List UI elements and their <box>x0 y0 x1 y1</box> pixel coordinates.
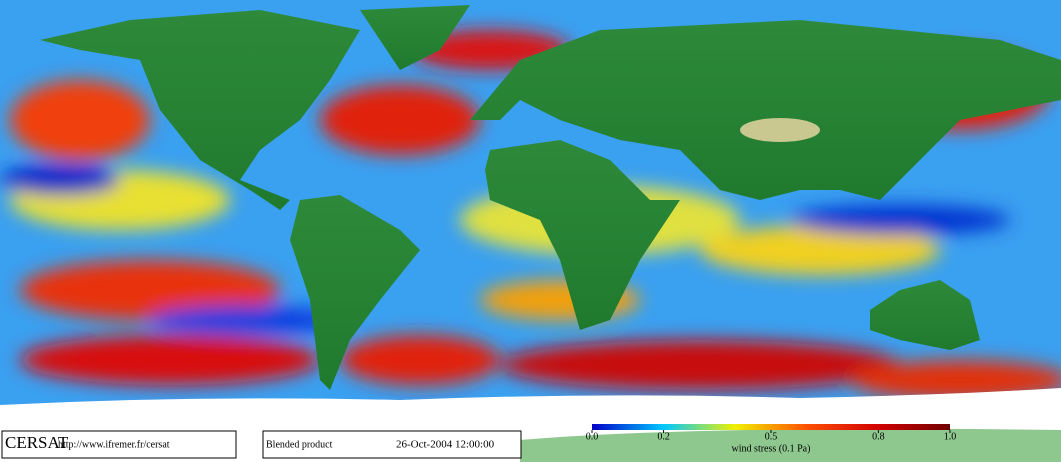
colorbar-tick-label: 0.2 <box>657 431 670 442</box>
colorbar-tick-label: 0.5 <box>765 431 778 442</box>
colorbar-tick-label: 0.8 <box>872 431 885 442</box>
colorbar-tick-label: 0.0 <box>586 431 599 442</box>
plateau <box>740 118 820 142</box>
colorbar-tick-label: 1.0 <box>944 431 957 442</box>
url: http://www.ifremer.fr/cersat <box>58 439 170 450</box>
ice-edge <box>520 428 1061 462</box>
info-box <box>262 430 522 459</box>
colorbar-ticks: 0.0 0.2 0.5 0.8 1.0 <box>586 430 957 442</box>
date: 26-Oct-2004 12:00:00 <box>396 439 495 451</box>
land <box>40 5 1061 390</box>
colorbar <box>592 424 950 430</box>
logo: CERSAT <box>5 433 69 452</box>
product: Blended product <box>266 439 333 450</box>
colorbar-label: wind stress (0.1 Pa) <box>732 443 811 454</box>
logo-box <box>1 430 237 459</box>
